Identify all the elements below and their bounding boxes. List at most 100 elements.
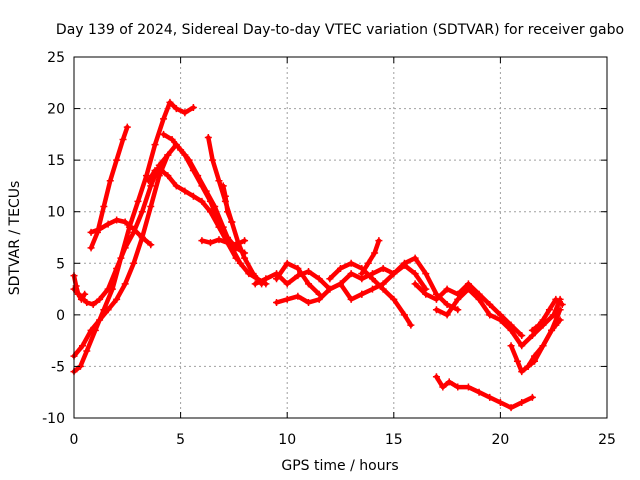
data-point xyxy=(518,342,526,350)
data-point xyxy=(507,404,515,412)
data-point xyxy=(539,342,547,350)
x-tick-label: 10 xyxy=(278,432,296,448)
data-point xyxy=(236,259,244,267)
data-point xyxy=(548,326,556,334)
data-point xyxy=(513,357,521,365)
plot-frame xyxy=(73,56,608,419)
data-point xyxy=(123,123,131,131)
data-point xyxy=(89,301,97,309)
data-point xyxy=(531,357,539,365)
data-point xyxy=(228,218,236,226)
data-point xyxy=(273,298,281,306)
data-point xyxy=(100,203,108,211)
data-point xyxy=(528,393,536,401)
series-sat-p xyxy=(358,237,383,278)
data-point xyxy=(464,383,472,391)
data-point xyxy=(121,218,129,226)
series-line xyxy=(88,217,154,247)
y-tick-label: -5 xyxy=(51,359,65,375)
data-point xyxy=(358,290,366,298)
data-point xyxy=(241,254,249,262)
data-point xyxy=(283,295,291,303)
data-point xyxy=(168,136,176,144)
data-point xyxy=(486,301,494,309)
data-point xyxy=(224,208,232,216)
data-point xyxy=(121,244,129,252)
data-point xyxy=(556,306,564,314)
data-point xyxy=(113,156,121,164)
data-point xyxy=(224,239,232,247)
y-tick-label: 20 xyxy=(47,102,65,118)
series-sat-w xyxy=(524,316,564,370)
data-point xyxy=(390,295,398,303)
data-point xyxy=(160,115,168,123)
data-point xyxy=(87,228,95,236)
data-point xyxy=(138,234,146,241)
x-tick-label: 0 xyxy=(70,432,79,448)
data-point xyxy=(337,280,344,288)
series-sat-n xyxy=(273,259,323,298)
y-tick-label: -10 xyxy=(42,411,65,427)
data-point xyxy=(204,133,212,141)
data-point xyxy=(445,378,453,386)
data-point xyxy=(241,237,249,245)
data-point xyxy=(411,254,419,262)
data-point xyxy=(400,311,408,319)
data-point xyxy=(524,362,532,370)
tick-layer: 0 5 10 15 20 25 -10 -5 0 5 10 15 20 25 xyxy=(42,50,616,448)
data-point xyxy=(147,203,155,211)
data-point xyxy=(104,220,112,228)
data-point xyxy=(249,270,257,278)
data-point xyxy=(294,264,302,272)
data-point xyxy=(496,316,504,324)
data-point xyxy=(211,203,219,211)
data-point xyxy=(379,264,387,272)
data-point xyxy=(142,172,150,180)
data-point xyxy=(443,285,451,293)
data-point xyxy=(443,301,451,309)
data-point xyxy=(96,295,104,303)
data-point xyxy=(104,306,112,314)
data-point xyxy=(371,249,379,257)
data-point xyxy=(83,347,91,355)
data-point xyxy=(130,225,138,233)
series-sat-s xyxy=(432,285,494,319)
data-point xyxy=(432,295,440,303)
series-line xyxy=(71,100,196,374)
data-point xyxy=(518,399,526,407)
data-point xyxy=(77,295,85,303)
data-point xyxy=(432,373,440,381)
data-point xyxy=(155,161,163,169)
data-point xyxy=(283,259,291,267)
series-sat-o xyxy=(326,259,415,329)
data-point xyxy=(539,316,547,324)
data-point xyxy=(189,104,197,112)
data-point xyxy=(147,241,155,249)
data-point xyxy=(145,177,153,185)
data-point xyxy=(147,182,155,190)
series-line xyxy=(71,152,171,307)
data-point xyxy=(379,280,387,288)
data-point xyxy=(411,270,419,278)
data-point xyxy=(347,270,355,278)
data-point xyxy=(262,275,270,283)
data-point xyxy=(375,237,383,245)
data-point xyxy=(454,383,462,391)
data-point xyxy=(364,259,372,267)
data-point xyxy=(347,259,355,267)
data-point xyxy=(81,290,89,298)
x-tick-label: 15 xyxy=(385,432,403,448)
data-point xyxy=(83,298,91,306)
series-sat-x xyxy=(528,295,566,334)
series-sat-t xyxy=(432,373,536,412)
data-point xyxy=(106,177,114,185)
data-point xyxy=(219,223,227,231)
y-tick-label: 15 xyxy=(47,153,65,169)
data-point xyxy=(368,285,376,293)
data-point xyxy=(337,264,344,272)
data-point xyxy=(486,393,494,401)
data-point xyxy=(215,236,223,244)
data-point xyxy=(315,275,323,283)
data-point xyxy=(151,166,159,174)
data-point xyxy=(198,237,206,245)
